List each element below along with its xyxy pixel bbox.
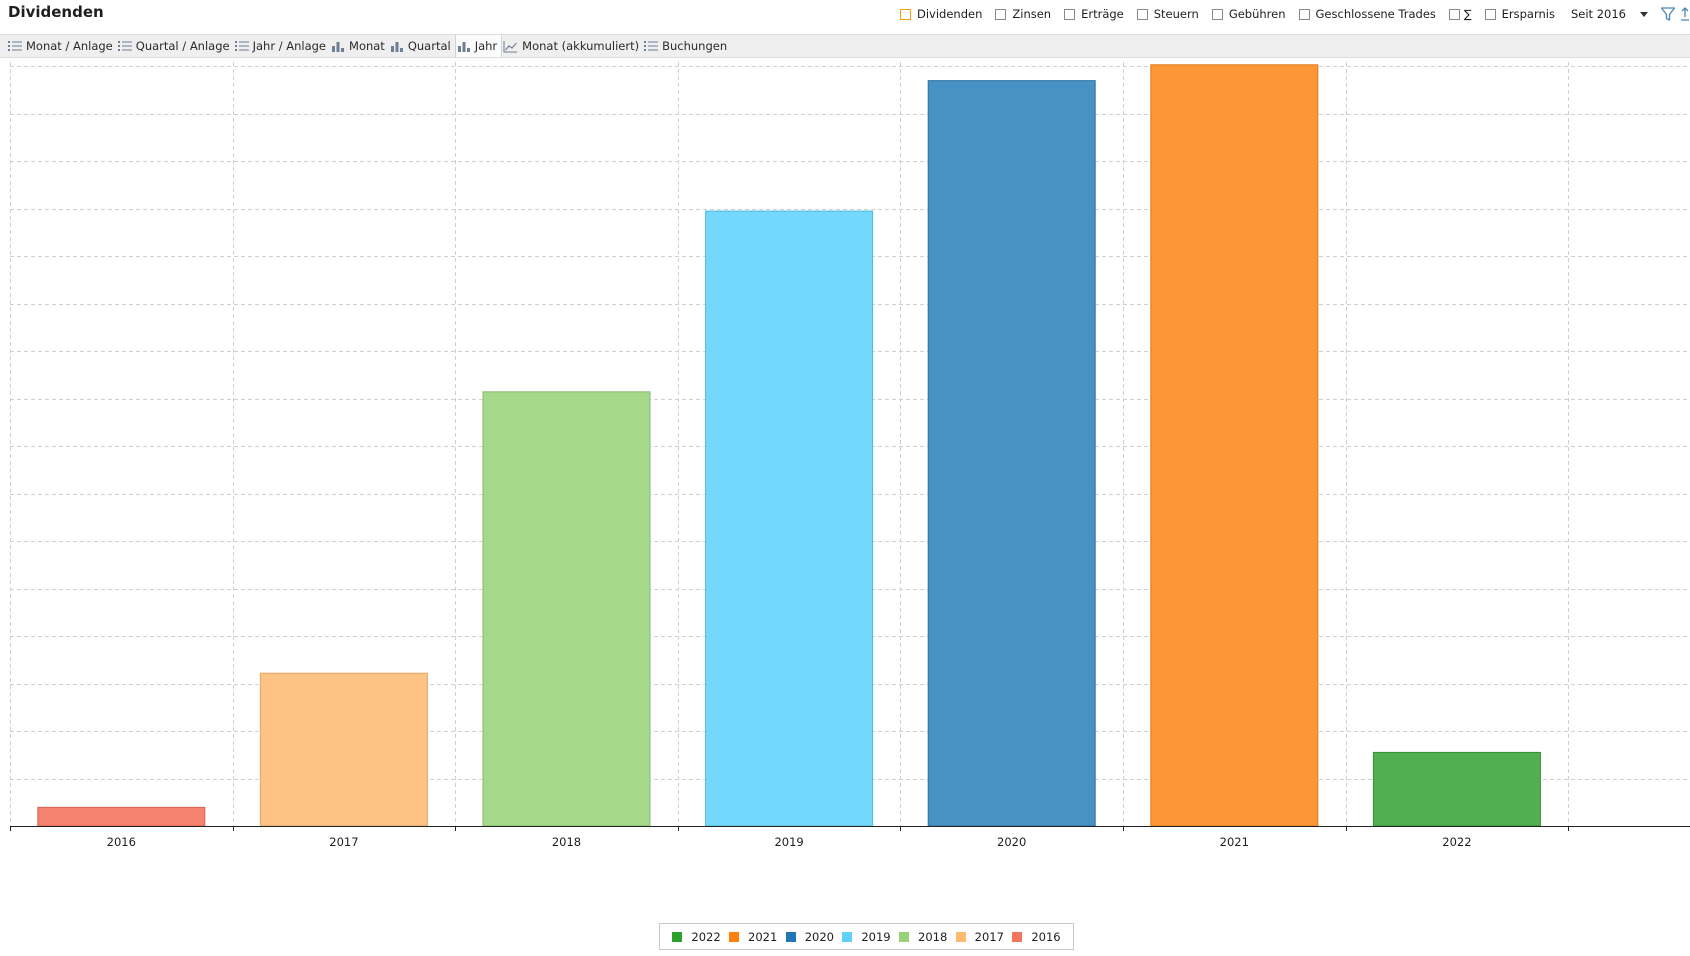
- checkbox-icon[interactable]: [995, 8, 1007, 20]
- filter-summe[interactable]: ∑: [1448, 7, 1472, 21]
- legend-swatch: [1012, 931, 1023, 942]
- list-icon: [644, 40, 659, 51]
- legend-swatch: [785, 931, 796, 942]
- legend-label: 2021: [748, 929, 778, 944]
- filter-label: Dividenden: [916, 7, 983, 21]
- filter-ertraege[interactable]: Erträge: [1064, 7, 1124, 21]
- list-icon: [234, 40, 249, 51]
- x-tick-label: 2021: [1220, 835, 1249, 849]
- funnel-icon[interactable]: [1660, 6, 1676, 22]
- legend-label: 2017: [974, 929, 1004, 944]
- period-dropdown[interactable]: Seit 2016: [1571, 7, 1648, 21]
- checkbox-icon[interactable]: [1448, 8, 1460, 20]
- legend-item: 2016: [1012, 929, 1061, 944]
- legend-label: 2019: [861, 929, 891, 944]
- filter-label: Erträge: [1081, 7, 1124, 21]
- checkbox-icon[interactable]: [1136, 8, 1148, 20]
- x-tick-label: 2019: [774, 835, 803, 849]
- filter-bar: Dividenden Zinsen Erträge Steuern Gebühr…: [899, 6, 1690, 22]
- view-monat-anlage-button[interactable]: Monat / Anlage: [7, 35, 117, 57]
- view-monat-akkumuliert-button[interactable]: Monat (akkumuliert): [502, 35, 643, 57]
- filter-dividenden[interactable]: Dividenden: [899, 7, 983, 21]
- legend-item: 2021: [729, 930, 777, 944]
- checkbox-icon[interactable]: [899, 8, 911, 20]
- toolbar-label: Quartal / Anlage: [135, 39, 230, 53]
- toolbar-label: Monat: [349, 39, 385, 53]
- filter-label: Geschlossene Trades: [1315, 7, 1436, 21]
- header-bar: Dividenden Dividenden Zinsen Erträge Ste…: [0, 0, 1690, 34]
- toolbar-label: Jahr: [474, 39, 498, 53]
- view-monat-button[interactable]: Monat: [330, 35, 389, 57]
- view-quartal-button[interactable]: Quartal: [389, 35, 455, 57]
- legend-swatch: [729, 931, 740, 942]
- legend-item: 2018: [899, 930, 947, 944]
- filter-ersparnis[interactable]: Ersparnis: [1484, 7, 1555, 21]
- legend-item: 2022: [672, 929, 721, 944]
- legend-item: 2020: [785, 929, 834, 944]
- bar-chart: 2016 2017 2018 2019 2020 2021 2022: [10, 62, 1690, 849]
- filter-zinsen[interactable]: Zinsen: [995, 7, 1051, 21]
- x-tick-label: 2020: [997, 835, 1026, 849]
- filter-geschlossene-trades[interactable]: Geschlossene Trades: [1298, 7, 1436, 21]
- toolbar-label: Monat / Anlage: [26, 39, 113, 53]
- legend-swatch: [899, 931, 909, 942]
- legend-label: 2022: [691, 929, 721, 944]
- period-value: Seit 2016: [1570, 7, 1626, 21]
- view-jahr-button[interactable]: Jahr: [454, 35, 503, 57]
- legend-item: 2017: [955, 929, 1004, 944]
- bar-2022: [1372, 751, 1541, 827]
- bar-2021: [1150, 64, 1319, 827]
- list-icon: [117, 40, 132, 51]
- dividends-chart: 2016 2017 2018 2019 2020 2021 2022: [0, 58, 1690, 956]
- bar-2020: [927, 80, 1096, 827]
- filter-steuern[interactable]: Steuern: [1136, 7, 1199, 21]
- legend-swatch: [842, 931, 853, 942]
- checkbox-icon[interactable]: [1064, 8, 1076, 20]
- toolbar-label: Buchungen: [662, 39, 728, 53]
- line-chart-icon: [503, 40, 518, 52]
- toolbar-label: Quartal: [407, 39, 451, 53]
- x-tick-label: 2018: [552, 835, 581, 849]
- toolbar-label: Jahr / Anlage: [252, 39, 327, 53]
- list-icon: [8, 40, 22, 51]
- bar-chart-icon: [332, 41, 345, 52]
- checkbox-icon[interactable]: [1211, 8, 1223, 20]
- filter-label: ∑: [1463, 7, 1472, 21]
- filter-label: Steuern: [1153, 7, 1199, 21]
- bar-2016: [37, 806, 206, 827]
- bar-chart-icon: [390, 41, 403, 52]
- filter-gebuehren[interactable]: Gebühren: [1211, 7, 1286, 21]
- legend-swatch: [955, 931, 966, 942]
- legend-label: 2020: [804, 929, 834, 944]
- bar-2018: [482, 391, 651, 827]
- page-title: Dividenden: [8, 3, 104, 21]
- x-tick-label: 2022: [1442, 835, 1471, 849]
- chart-legend: 2022 2021 2020 2019 2018 2017 2016: [659, 923, 1074, 950]
- filter-label: Zinsen: [1012, 7, 1052, 21]
- view-buchungen-button[interactable]: Buchungen: [643, 35, 731, 57]
- bar-chart-icon: [457, 41, 470, 52]
- checkbox-icon[interactable]: [1298, 8, 1310, 20]
- view-quartal-anlage-button[interactable]: Quartal / Anlage: [117, 35, 234, 57]
- x-tick-label: 2017: [329, 835, 358, 849]
- checkbox-icon[interactable]: [1484, 8, 1496, 20]
- legend-swatch: [672, 931, 683, 942]
- legend-item: 2019: [842, 929, 891, 944]
- bar-2019: [705, 210, 874, 827]
- legend-label: 2018: [918, 929, 948, 944]
- legend-label: 2016: [1031, 929, 1061, 944]
- view-jahr-anlage-button[interactable]: Jahr / Anlage: [234, 35, 330, 57]
- export-icon[interactable]: [1680, 6, 1690, 22]
- toolbar-label: Monat (akkumuliert): [522, 39, 640, 53]
- bar-2017: [259, 672, 428, 827]
- view-toolbar: Monat / Anlage Quartal / Anlage Jahr / A…: [0, 34, 1690, 58]
- x-tick-label: 2016: [107, 835, 136, 849]
- filter-label: Gebühren: [1228, 7, 1286, 21]
- chevron-down-icon[interactable]: [1640, 11, 1648, 17]
- filter-label: Ersparnis: [1501, 7, 1555, 21]
